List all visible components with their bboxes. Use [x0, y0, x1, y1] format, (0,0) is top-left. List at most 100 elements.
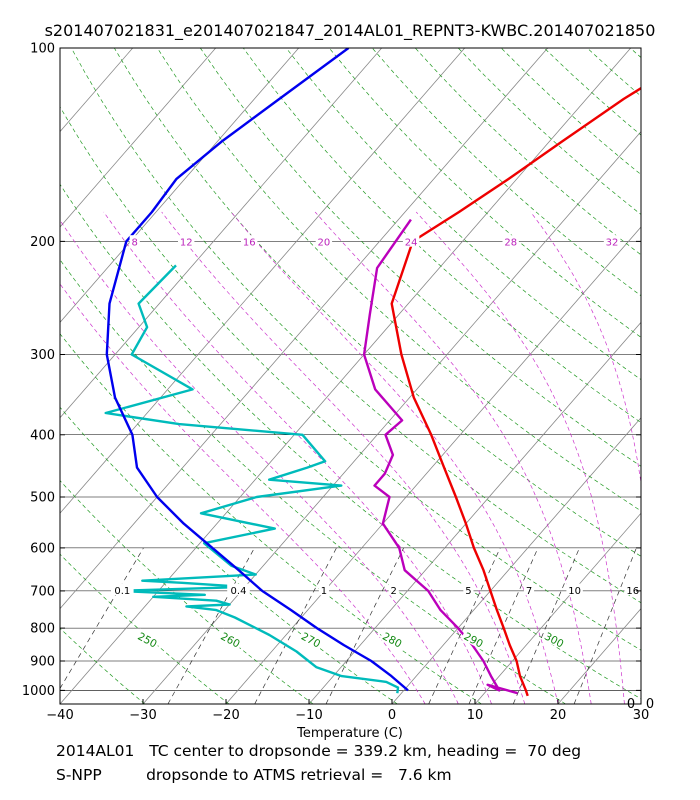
x-tick-label-30: 30 — [633, 708, 650, 723]
dry-adiabat-260 — [60, 480, 314, 704]
svg-text:2: 2 — [391, 586, 397, 597]
moist-adiabat-12 — [103, 211, 492, 704]
moist-adiabat-32 — [530, 211, 641, 486]
mixing-ratio-line-1 — [254, 547, 337, 704]
profile-lines — [104, 48, 641, 697]
corner-label-2: 0 — [646, 697, 654, 712]
moist-adiabat-label-32: 32 — [603, 235, 621, 248]
dry-adiabat-430 — [543, 48, 641, 136]
mixing-ratio-label-16: 16 — [624, 583, 641, 597]
moist-adiabat-label-8: 8 — [129, 235, 140, 248]
x-tick-label--20: −20 — [212, 708, 239, 723]
dry-adiabat-340 — [157, 48, 641, 512]
y-tick-label-400: 400 — [30, 428, 55, 443]
moist-adiabat-label-12: 12 — [178, 235, 195, 248]
y-tick-label-900: 900 — [30, 654, 55, 669]
isotherm--100 — [60, 48, 134, 133]
x-tick-label-0: 0 — [388, 708, 396, 723]
dry-adiabat-460 — [673, 48, 700, 704]
isotherm--20 — [225, 226, 641, 704]
isotherm-30 — [640, 703, 641, 704]
mixing-ratio-line-0.1 — [60, 547, 144, 690]
svg-text:16: 16 — [243, 237, 256, 248]
footer-line-2: S-NPP dropsonde to ATMS retrieval = 7.6 … — [56, 766, 452, 784]
svg-text:0.4: 0.4 — [231, 586, 247, 597]
moist-adiabat-28 — [415, 211, 625, 704]
x-axis-label: Temperature (C) — [296, 726, 403, 741]
isotherm-0 — [391, 417, 641, 704]
plot-frame — [59, 47, 642, 705]
x-tick-label-20: 20 — [550, 708, 567, 723]
isotherm--50 — [60, 48, 549, 610]
y-tick-label-200: 200 — [30, 235, 55, 250]
svg-text:24: 24 — [405, 237, 418, 248]
x-tick-label-10: 10 — [467, 708, 484, 723]
moist-adiabat-8 — [60, 219, 459, 704]
moist-adiabat-36 — [640, 211, 641, 214]
isotherm--40 — [60, 48, 632, 704]
dry-adiabat-290 — [60, 259, 566, 704]
dry-adiabat-label-280: 280 — [379, 628, 406, 651]
isotherm--110 — [0, 48, 50, 704]
dry-adiabat-400 — [414, 48, 641, 256]
chart-title: s201407021831_e201407021847_2014AL01_REP… — [44, 21, 656, 40]
moist-adiabat-20 — [230, 211, 559, 704]
y-tick-label-600: 600 — [30, 541, 55, 556]
background-grid — [0, 48, 700, 704]
mixing-ratio-label-7: 7 — [523, 583, 535, 597]
isotherm--80 — [60, 48, 300, 324]
x-tick-label--30: −30 — [129, 708, 156, 723]
dry-adiabat-310 — [60, 106, 641, 651]
svg-text:10: 10 — [568, 586, 581, 597]
dry-adiabat-320 — [70, 48, 641, 604]
mixing-ratio-line-16 — [573, 547, 637, 704]
isotherm--70 — [60, 48, 383, 419]
x-tick-label--10: −10 — [295, 708, 322, 723]
svg-text:20: 20 — [318, 237, 331, 248]
mixing-ratio-line-2 — [325, 547, 405, 704]
moist-adiabat-label-24: 24 — [402, 235, 420, 248]
mixing-ratio-label-0.4: 0.4 — [227, 583, 250, 597]
moist-adiabat-4 — [60, 283, 426, 704]
dry-adiabat-420 — [500, 48, 641, 175]
dry-adiabat-280 — [60, 333, 482, 704]
moist-adiabat-label-20: 20 — [315, 235, 333, 248]
svg-text:16: 16 — [626, 586, 639, 597]
dry-adiabat-label-300: 300 — [541, 628, 568, 651]
svg-text:32: 32 — [606, 237, 619, 248]
x-tick-label--40: −40 — [46, 708, 73, 723]
footer-line-1: 2014AL01 TC center to dropsonde = 339.2 … — [56, 742, 582, 760]
svg-text:0.1: 0.1 — [114, 586, 130, 597]
dry-adiabat-330 — [114, 48, 641, 557]
mixing-ratio-label-1: 1 — [318, 583, 329, 597]
mixing-ratio-label-5: 5 — [463, 583, 474, 597]
svg-text:7: 7 — [526, 586, 532, 597]
moist-adiabat-label-28: 28 — [502, 235, 519, 248]
dry-adiabat-390 — [371, 48, 641, 297]
dry-adiabat-370 — [285, 48, 641, 381]
svg-text:8: 8 — [132, 237, 138, 248]
mixing-ratio-line-10 — [512, 547, 580, 704]
mixing-ratio-label-10: 10 — [566, 583, 583, 597]
y-tick-label-800: 800 — [30, 622, 55, 637]
corner-label-1: 0 — [627, 697, 635, 712]
y-tick-label-300: 300 — [30, 348, 55, 363]
y-tick-label-100: 100 — [30, 42, 55, 57]
isotherm--60 — [60, 48, 466, 514]
svg-text:5: 5 — [465, 586, 471, 597]
svg-text:12: 12 — [180, 237, 193, 248]
isotherm--90 — [60, 48, 217, 228]
mixing-ratio-label-2: 2 — [388, 583, 399, 597]
atms-temperature-line — [362, 218, 518, 695]
moist-adiabat-24 — [314, 211, 592, 704]
dry-adiabat-300 — [60, 183, 641, 700]
isotherm-20 — [557, 607, 641, 704]
dry-adiabat-350 — [200, 48, 641, 467]
dewpoint-line — [104, 264, 400, 694]
moist-adiabat-16 — [161, 211, 526, 704]
y-tick-label-700: 700 — [30, 584, 55, 599]
y-tick-label-500: 500 — [30, 491, 55, 506]
dry-adiabat-240 — [60, 627, 146, 704]
